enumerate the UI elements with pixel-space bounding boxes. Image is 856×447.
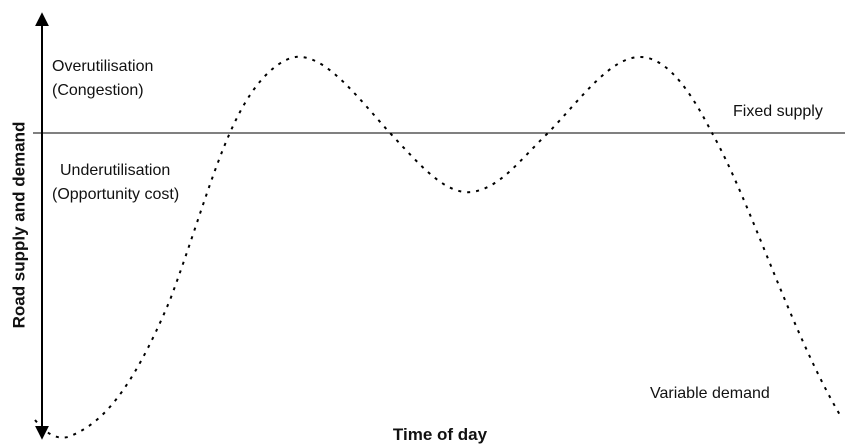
line-label: Variable demand <box>650 385 770 402</box>
line-label: Fixed supply <box>733 103 823 120</box>
region-label: (Opportunity cost) <box>52 186 179 203</box>
region-label: (Congestion) <box>52 82 144 99</box>
x-axis-label: Time of day <box>393 425 488 444</box>
demand-curve <box>34 55 841 439</box>
y-axis-label: Road supply and demand <box>9 122 28 329</box>
region-label: Underutilisation <box>60 162 170 179</box>
region-label: Overutilisation <box>52 58 153 75</box>
